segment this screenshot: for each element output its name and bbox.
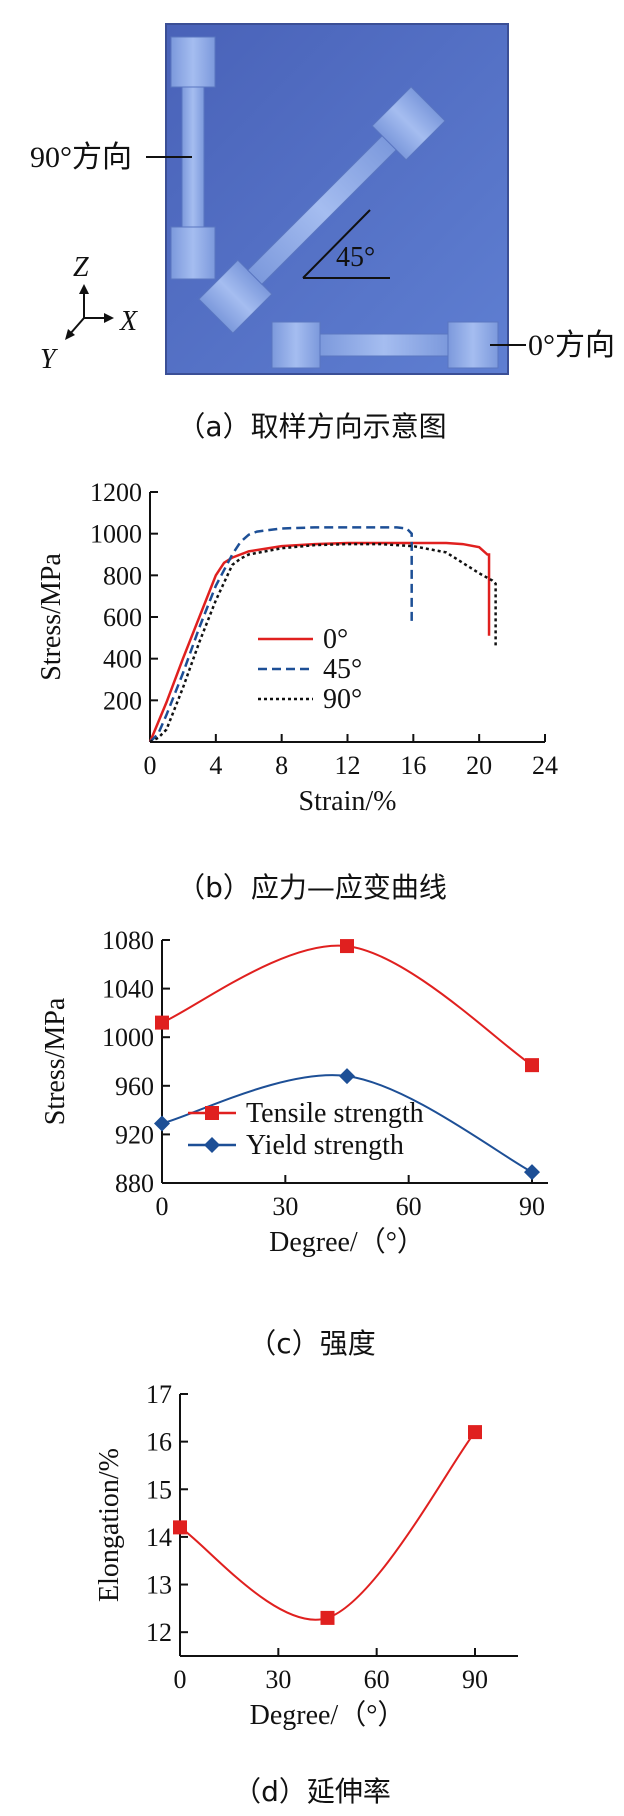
series-line xyxy=(149,542,497,744)
y-tick-label: 16 xyxy=(146,1428,172,1457)
x-tick-label: 20 xyxy=(466,751,492,780)
axis-y-label: Y xyxy=(40,344,59,375)
series-line xyxy=(148,541,491,743)
y-tick-label: 920 xyxy=(115,1120,154,1149)
series-line xyxy=(149,526,413,743)
x-tick-label: 4 xyxy=(209,751,222,780)
legend-entry: Yield strength xyxy=(246,1130,404,1161)
y-tick-label: 800 xyxy=(103,561,142,590)
data-point xyxy=(339,1068,355,1085)
x-tick-label: 12 xyxy=(335,751,361,780)
caption-b: （b）应力—应变曲线 xyxy=(177,871,447,904)
x-tick-label: 30 xyxy=(272,1192,298,1221)
x-tick-label: 90 xyxy=(462,1665,488,1694)
y-tick-label: 1000 xyxy=(102,1023,154,1052)
label-90-direction: 90°方向 xyxy=(30,141,132,174)
series-line xyxy=(179,1431,476,1621)
x-tick-label: 24 xyxy=(532,751,558,780)
specimen-45 xyxy=(198,86,446,334)
y-tick-label: 1200 xyxy=(90,478,142,507)
data-point xyxy=(340,939,354,954)
y-tick-label: 880 xyxy=(115,1169,154,1198)
data-point xyxy=(320,1610,335,1625)
data-point xyxy=(155,1015,169,1030)
y-tick-label: 1080 xyxy=(102,930,154,955)
legend-marker xyxy=(205,1106,219,1120)
x-tick-label: 0 xyxy=(174,1665,187,1694)
coordinate-axes xyxy=(65,284,114,340)
x-axis-label: Degree/（°） xyxy=(269,1226,425,1258)
legend-entry: 90° xyxy=(323,684,362,715)
x-tick-label: 60 xyxy=(364,1665,390,1694)
x-axis-label: Degree/（°） xyxy=(250,1699,406,1731)
caption-d: （d）延伸率 xyxy=(233,1775,391,1808)
y-tick-label: 14 xyxy=(146,1523,172,1552)
x-tick-label: 0 xyxy=(144,751,157,780)
specimen-90 xyxy=(170,36,216,280)
data-point xyxy=(524,1164,540,1181)
y-tick-label: 17 xyxy=(146,1380,172,1409)
specimen-0 xyxy=(271,321,499,369)
x-tick-label: 0 xyxy=(156,1192,169,1221)
y-tick-label: 200 xyxy=(103,686,142,715)
y-axis-label: Stress/MPa xyxy=(36,553,67,681)
x-tick-label: 16 xyxy=(400,751,426,780)
angle-line xyxy=(302,209,371,279)
y-tick-label: 13 xyxy=(146,1571,172,1600)
y-axis-label: Stress/MPa xyxy=(40,997,71,1125)
legend-entry: 0° xyxy=(323,624,348,655)
y-axis-label: Elongation/% xyxy=(94,1448,125,1602)
legend-marker xyxy=(204,1137,220,1153)
stress-strain-chart: 0 4 8 12 16 20 24 200 400 600 800 1000 1200 Strain/% S… xyxy=(36,478,558,817)
x-tick-label: 90 xyxy=(519,1192,545,1221)
angle-label: 45° xyxy=(336,242,375,273)
data-point xyxy=(154,1115,170,1132)
data-point xyxy=(468,1425,482,1440)
data-point xyxy=(173,1520,187,1535)
axis-z-label: Z xyxy=(73,252,89,283)
legend-entry: 45° xyxy=(323,654,362,685)
caption-c: （c）强度 xyxy=(248,1327,376,1360)
elongation-chart: 0 30 60 90 12 13 14 15 16 17 Degree/（°） Elongation/… xyxy=(94,1380,518,1731)
label-0-direction: 0°方向 xyxy=(528,329,615,362)
caption-a: （a）取样方向示意图 xyxy=(177,410,447,443)
y-tick-label: 1040 xyxy=(102,975,154,1004)
y-tick-label: 12 xyxy=(146,1618,172,1647)
y-tick-label: 600 xyxy=(103,603,142,632)
x-axis-label: Strain/% xyxy=(299,786,397,817)
series-line xyxy=(161,944,533,1066)
x-tick-label: 30 xyxy=(265,1665,291,1694)
x-tick-label: 60 xyxy=(396,1192,422,1221)
strength-chart: 0 30 60 90 880 920 960 1000 1040 1080 Degree/（°） St… xyxy=(40,930,548,1258)
y-tick-label: 960 xyxy=(115,1072,154,1101)
orientation-diagram: 45° 90°方向 0°方向 Z X Y xyxy=(30,23,615,375)
y-tick-label: 15 xyxy=(146,1475,172,1504)
y-tick-label: 400 xyxy=(103,645,142,674)
legend-entry: Tensile strength xyxy=(246,1098,424,1129)
y-tick-label: 1000 xyxy=(90,520,142,549)
data-point xyxy=(525,1058,539,1073)
axis-x-label: X xyxy=(119,306,138,337)
x-tick-label: 8 xyxy=(275,751,288,780)
